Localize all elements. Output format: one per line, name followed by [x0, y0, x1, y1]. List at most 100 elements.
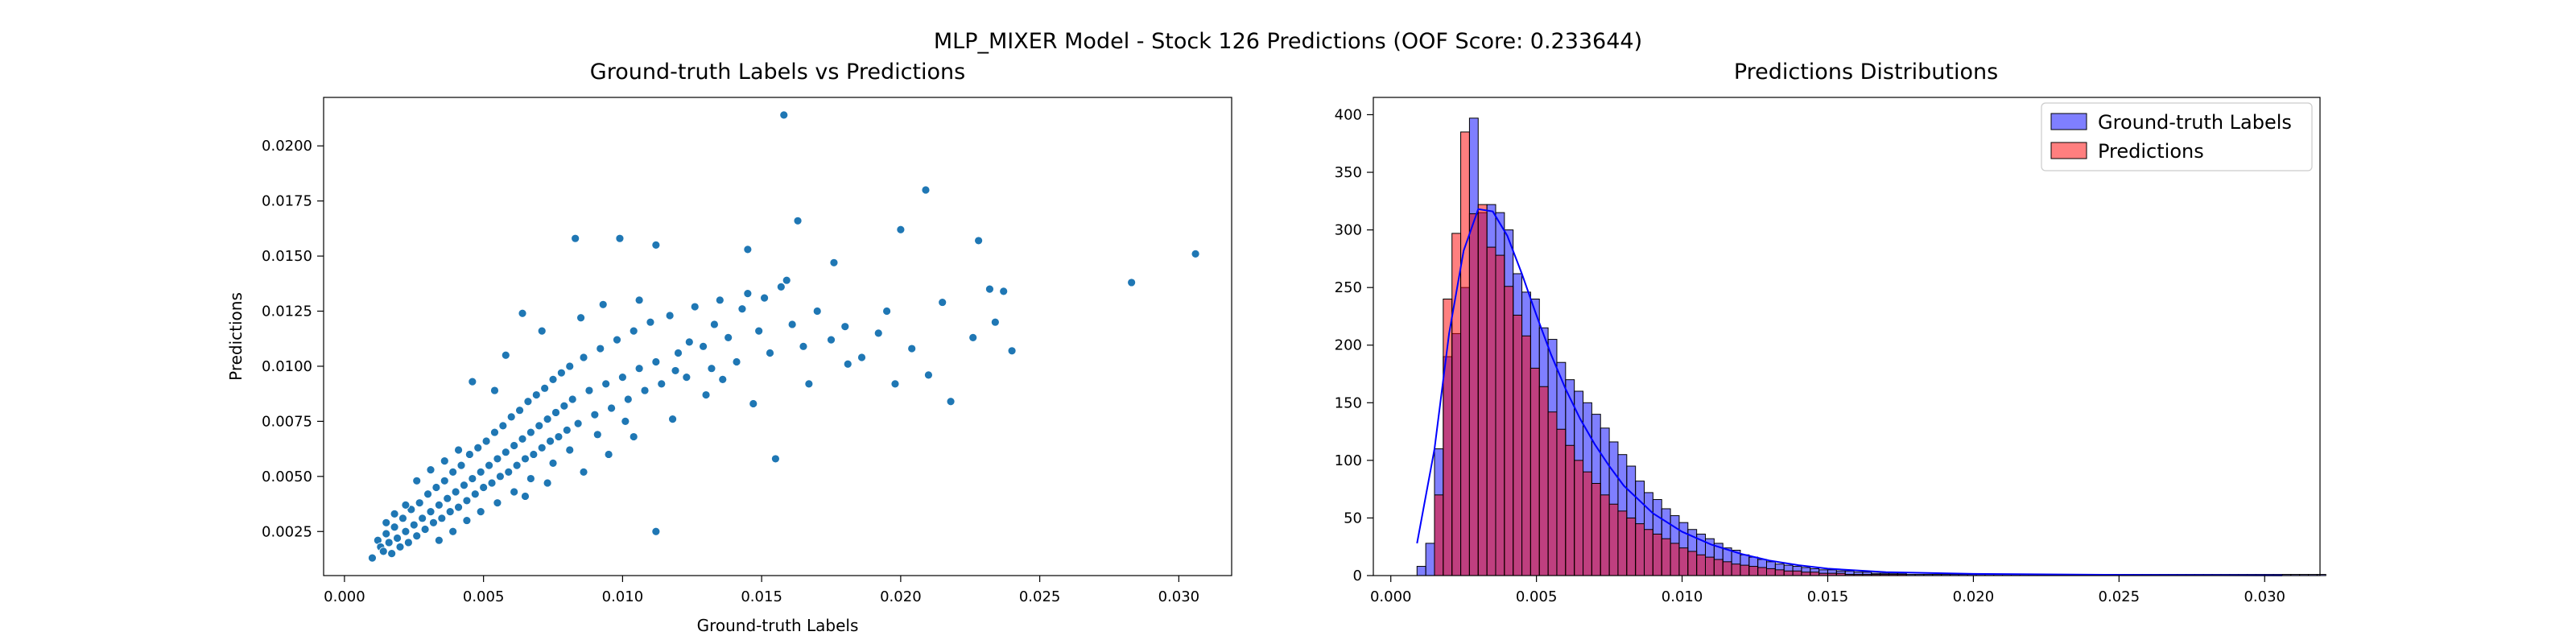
scatter-point — [393, 534, 402, 543]
scatter-point — [495, 472, 505, 481]
scatter-point — [843, 359, 852, 369]
scatter-point — [938, 298, 947, 307]
scatter-point — [540, 383, 550, 393]
scatter-point — [827, 335, 836, 345]
scatter-point — [462, 516, 472, 525]
legend-swatch-ground-truth — [2050, 113, 2087, 130]
scatter-point — [946, 397, 956, 407]
figure-suptitle: MLP_MIXER Model - Stock 126 Predictions … — [934, 29, 1642, 54]
scatter-point — [829, 258, 839, 267]
histogram-x-tick-label: 0.015 — [1807, 588, 1849, 605]
scatter-point — [390, 509, 399, 518]
scatter-point — [776, 283, 786, 291]
scatter-point — [401, 501, 411, 510]
prediction-bar — [1801, 572, 1811, 576]
scatter-point — [671, 366, 680, 375]
scatter-point — [523, 397, 533, 407]
scatter-point — [799, 341, 808, 351]
scatter-point — [468, 474, 477, 483]
scatter-point — [613, 335, 621, 345]
scatter-point — [504, 467, 514, 477]
scatter-y-tick-label: 0.0150 — [262, 248, 312, 265]
prediction-bar — [1678, 547, 1689, 576]
scatter-point — [551, 408, 560, 417]
ground-truth-bar — [1416, 566, 1426, 576]
ground-truth-bar — [1425, 543, 1435, 576]
legend-label-ground-truth: Ground-truth Labels — [2098, 111, 2292, 134]
prediction-bar — [1792, 570, 1802, 576]
scatter-point — [401, 526, 411, 536]
scatter-point — [535, 421, 544, 431]
scatter-point — [418, 514, 427, 523]
scatter-point — [651, 357, 661, 366]
scatter-point — [629, 326, 638, 336]
histogram-panel: Predictions Distributions 0.000 0.005 0.01… — [1335, 60, 2326, 605]
scatter-y-tick-label: 0.0050 — [262, 469, 312, 485]
scatter-point — [896, 225, 906, 234]
scatter-point — [749, 399, 758, 408]
scatter-point — [548, 374, 558, 384]
scatter-point — [506, 412, 516, 422]
scatter-point — [490, 386, 499, 395]
scatter-point — [840, 322, 850, 332]
scatter-point — [518, 308, 527, 318]
scatter-point — [985, 284, 994, 294]
scatter-point — [724, 332, 733, 342]
prediction-bar — [1486, 246, 1496, 576]
scatter-point — [760, 293, 769, 303]
prediction-bar — [1687, 551, 1698, 576]
prediction-bar — [1635, 523, 1645, 576]
scatter-point — [398, 514, 407, 523]
kde-curve — [1416, 208, 2283, 576]
scatter-point — [999, 287, 1009, 296]
histogram-bars — [1416, 118, 2326, 576]
scatter-point — [454, 445, 463, 455]
histogram-title: Predictions Distributions — [1734, 60, 1998, 85]
scatter-point — [378, 547, 388, 556]
scatter-point — [420, 525, 430, 534]
scatter-point — [812, 307, 822, 316]
prediction-bar — [1495, 254, 1505, 576]
scatter-point — [526, 427, 535, 437]
scatter-x-tick-label: 0.005 — [463, 588, 505, 605]
prediction-bar — [1713, 559, 1724, 576]
scatter-point — [440, 476, 449, 485]
scatter-point — [754, 326, 764, 336]
prediction-bar — [1530, 367, 1540, 576]
scatter-point — [412, 531, 422, 541]
scatter-point — [529, 450, 539, 459]
scatter-title: Ground-truth Labels vs Predictions — [590, 60, 965, 85]
scatter-point — [526, 474, 535, 483]
scatter-point — [510, 487, 519, 497]
scatter-point — [395, 543, 405, 551]
scatter-point — [924, 370, 933, 380]
prediction-bar — [1774, 569, 1785, 576]
prediction-bar — [1574, 460, 1584, 576]
scatter-point — [576, 313, 585, 323]
scatter-x-axis: 0.000 0.005 0.010 0.015 0.020 0.025 0.030 — [324, 576, 1199, 605]
scatter-point — [674, 349, 683, 357]
prediction-bar — [1538, 386, 1549, 576]
scatter-point — [590, 410, 600, 419]
ground-truth-bar — [2316, 574, 2326, 576]
scatter-point — [668, 415, 677, 424]
scatter-point — [1007, 346, 1017, 356]
scatter-point — [429, 518, 438, 527]
legend-label-predictions: Predictions — [2098, 140, 2204, 163]
scatter-y-tick-label: 0.0175 — [262, 193, 312, 210]
scatter-point — [623, 394, 633, 404]
scatter-point — [493, 454, 502, 464]
scatter-point — [448, 526, 458, 536]
scatter-point — [601, 379, 611, 389]
scatter-point — [468, 377, 477, 386]
scatter-x-tick-label: 0.025 — [1019, 588, 1061, 605]
scatter-point — [443, 493, 452, 503]
scatter-point — [490, 427, 499, 437]
scatter-point — [426, 465, 436, 475]
scatter-point — [531, 390, 541, 399]
scatter-point — [454, 502, 463, 512]
prediction-bar — [1451, 233, 1462, 576]
scatter-point — [412, 476, 422, 485]
scatter-y-tick-label: 0.0075 — [262, 413, 312, 430]
scatter-point — [682, 373, 691, 382]
